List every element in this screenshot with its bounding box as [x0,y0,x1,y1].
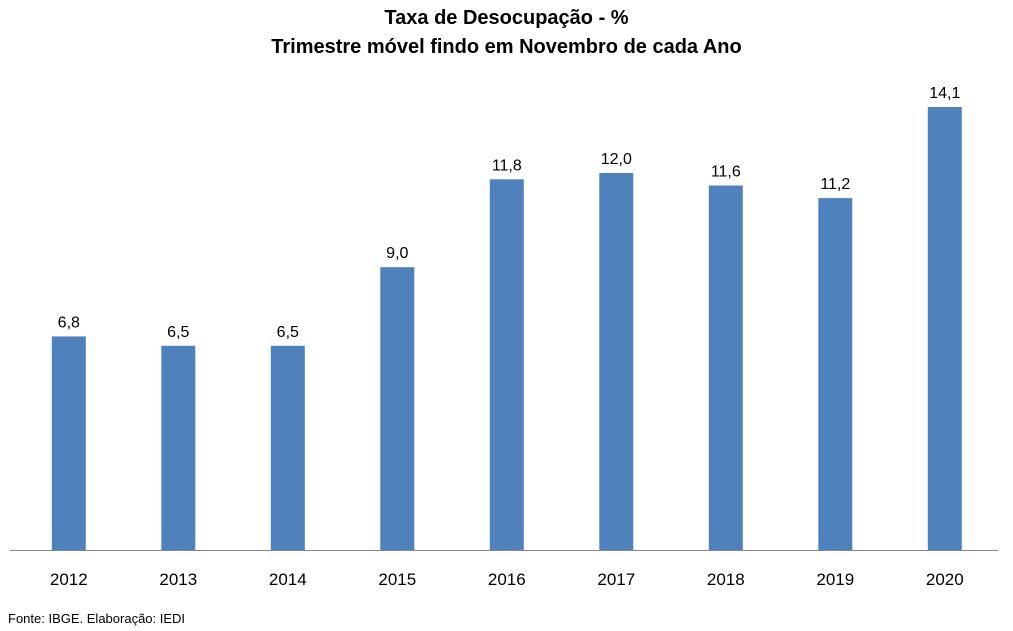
bar-2012 [51,336,86,550]
x-tick-label-2020: 2020 [926,570,964,589]
x-tick-label-2017: 2017 [597,570,635,589]
x-tick-label-2015: 2015 [378,570,416,589]
data-label-2016: 11,8 [492,157,522,174]
x-tick-label-2016: 2016 [488,570,526,589]
bar-2013 [161,345,196,550]
data-label-2017: 12,0 [601,151,632,168]
bar-2014 [270,345,305,550]
data-label-2019: 11,2 [820,176,850,193]
chart-subtitle: Trimestre móvel findo em Novembro de cad… [271,36,742,58]
bar-2018 [708,185,743,550]
data-label-2015: 9,0 [386,245,408,262]
x-tick-label-2018: 2018 [707,570,745,589]
chart-title: Taxa de Desocupação - % [384,7,629,29]
bar-2016 [489,179,524,551]
bar-2020 [927,107,962,550]
bar-2015 [380,267,415,550]
x-tick-label-2019: 2019 [816,570,854,589]
x-tick-label-2013: 2013 [159,570,197,589]
data-label-2020: 14,1 [929,85,960,102]
bar-2019 [818,198,853,550]
source-note: Fonte: IBGE. Elaboração: IEDI [8,611,186,626]
x-tick-label-2014: 2014 [269,570,307,589]
bar-2017 [599,173,634,550]
data-label-2014: 6,5 [277,324,299,341]
x-tick-label-2012: 2012 [50,570,88,589]
data-label-2012: 6,8 [58,314,80,331]
data-label-2013: 6,5 [167,324,189,341]
data-label-2018: 11,6 [711,164,741,181]
